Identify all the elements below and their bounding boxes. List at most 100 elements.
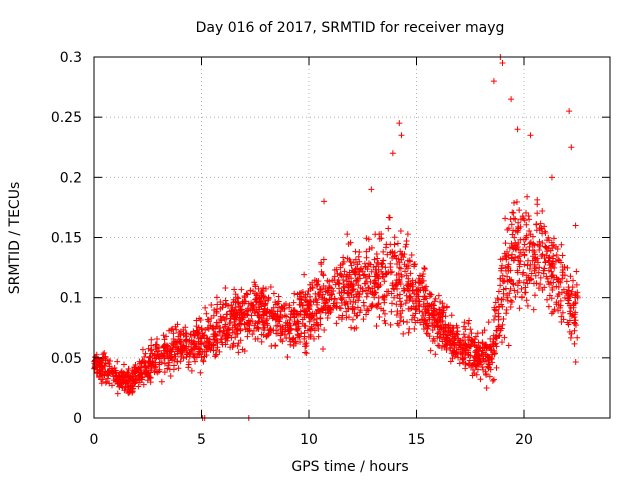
data-point bbox=[572, 358, 579, 365]
data-point bbox=[535, 269, 542, 276]
data-point bbox=[253, 306, 260, 313]
data-point bbox=[233, 326, 240, 333]
data-point bbox=[195, 330, 202, 337]
data-point bbox=[197, 341, 204, 348]
data-point bbox=[361, 260, 368, 267]
data-point bbox=[258, 338, 265, 345]
data-point bbox=[147, 365, 154, 372]
data-point bbox=[524, 302, 531, 309]
data-point bbox=[537, 274, 544, 281]
data-point bbox=[127, 388, 134, 395]
data-point bbox=[538, 252, 545, 259]
data-point bbox=[313, 310, 320, 317]
data-point bbox=[277, 336, 284, 343]
data-point bbox=[213, 294, 220, 301]
data-point bbox=[244, 328, 251, 335]
data-point bbox=[264, 316, 271, 323]
data-point bbox=[224, 332, 231, 339]
data-point bbox=[348, 324, 355, 331]
data-point bbox=[495, 333, 502, 340]
data-point bbox=[422, 287, 429, 294]
data-point bbox=[478, 361, 485, 368]
data-point bbox=[301, 314, 308, 321]
data-point bbox=[362, 275, 369, 282]
data-point bbox=[353, 265, 360, 272]
data-point bbox=[349, 316, 356, 323]
data-point bbox=[381, 293, 388, 300]
data-point bbox=[526, 216, 533, 223]
data-point bbox=[422, 317, 429, 324]
data-point bbox=[569, 284, 576, 291]
data-point bbox=[462, 365, 469, 372]
data-point bbox=[451, 341, 458, 348]
data-point bbox=[252, 336, 259, 343]
data-point bbox=[422, 295, 429, 302]
data-point bbox=[164, 347, 171, 354]
data-point bbox=[359, 285, 366, 292]
data-point bbox=[192, 358, 199, 365]
data-point bbox=[285, 324, 292, 331]
data-point bbox=[148, 336, 155, 343]
data-point bbox=[490, 338, 497, 345]
data-point bbox=[515, 225, 522, 232]
data-point bbox=[188, 339, 195, 346]
data-point bbox=[339, 294, 346, 301]
data-point bbox=[336, 290, 343, 297]
data-point bbox=[383, 270, 390, 277]
data-point bbox=[409, 281, 416, 288]
data-point bbox=[216, 348, 223, 355]
data-point bbox=[353, 312, 360, 319]
data-point bbox=[505, 261, 512, 268]
data-point bbox=[311, 327, 318, 334]
data-point bbox=[550, 308, 557, 315]
data-point bbox=[521, 289, 528, 296]
data-point bbox=[265, 295, 272, 302]
data-point bbox=[124, 369, 131, 376]
data-point bbox=[571, 340, 578, 347]
data-point bbox=[510, 215, 517, 222]
data-point bbox=[567, 273, 574, 280]
data-point bbox=[509, 251, 516, 258]
data-point bbox=[521, 217, 528, 224]
data-point bbox=[413, 304, 420, 311]
data-point bbox=[312, 295, 319, 302]
data-point bbox=[426, 333, 433, 340]
data-point bbox=[194, 331, 201, 338]
data-point bbox=[523, 232, 530, 239]
data-point bbox=[372, 266, 379, 273]
data-point bbox=[219, 341, 226, 348]
data-point bbox=[255, 325, 262, 332]
data-point bbox=[420, 301, 427, 308]
data-point bbox=[496, 304, 503, 311]
data-point bbox=[211, 331, 218, 338]
data-point bbox=[167, 348, 174, 355]
data-point bbox=[504, 278, 511, 285]
data-point bbox=[434, 323, 441, 330]
data-point bbox=[291, 290, 298, 297]
data-point bbox=[347, 258, 354, 265]
data-point bbox=[486, 356, 493, 363]
data-point bbox=[526, 228, 533, 234]
data-point bbox=[508, 299, 515, 306]
data-point bbox=[519, 271, 526, 278]
data-point bbox=[158, 378, 165, 385]
data-point bbox=[545, 245, 552, 252]
data-point bbox=[214, 344, 221, 351]
data-point bbox=[508, 96, 515, 103]
data-point bbox=[260, 293, 267, 300]
data-point bbox=[205, 326, 212, 333]
data-point bbox=[388, 290, 395, 297]
data-point bbox=[153, 335, 160, 342]
data-point bbox=[223, 315, 230, 322]
data-point bbox=[465, 320, 472, 327]
data-point bbox=[309, 279, 316, 286]
data-point bbox=[388, 308, 395, 315]
data-point bbox=[320, 256, 327, 263]
data-point bbox=[355, 297, 362, 304]
data-point bbox=[387, 321, 394, 328]
data-point bbox=[426, 316, 433, 323]
data-point bbox=[497, 275, 504, 282]
data-point bbox=[247, 287, 254, 294]
data-point bbox=[465, 360, 472, 367]
data-point bbox=[232, 316, 239, 323]
